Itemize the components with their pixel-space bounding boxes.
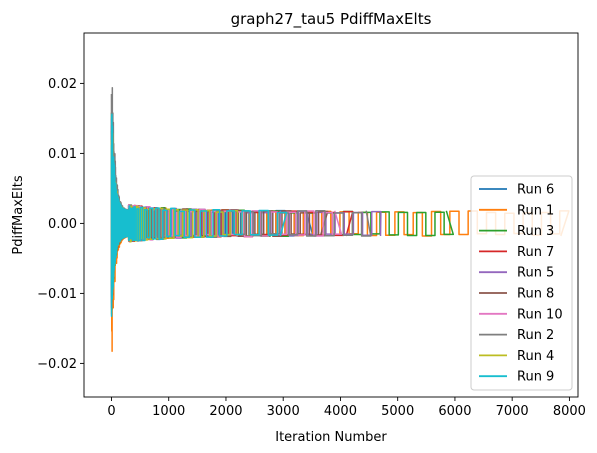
legend-label: Run 5 — [517, 266, 554, 281]
legend-label: Run 9 — [517, 370, 554, 385]
x-axis: 0 1000 2000 3000 4000 5000 6000 7000 8000 — [107, 397, 586, 419]
y-tick-label: 0.01 — [48, 147, 77, 162]
y-axis: −0.02 −0.01 0.00 0.01 0.02 — [37, 77, 84, 372]
legend: Run 6 Run 1 Run 3 Run 7 Run 5 Run 8 Run 10 Run … — [470, 175, 573, 391]
legend-label: Run 1 — [517, 203, 554, 218]
legend-label: Run 7 — [517, 245, 554, 260]
x-tick-label: 4000 — [324, 404, 357, 419]
plot-frame — [83, 32, 579, 398]
legend-label: Run 2 — [517, 328, 554, 343]
x-tick-label: 8000 — [553, 404, 586, 419]
y-tick-label: 0.02 — [48, 77, 77, 92]
y-tick-label: 0.00 — [48, 217, 77, 232]
x-tick-label: 6000 — [438, 404, 471, 419]
legend-label: Run 8 — [517, 287, 554, 302]
y-tick-label: −0.02 — [37, 357, 77, 372]
legend-label: Run 6 — [517, 183, 554, 198]
x-tick-label: 1000 — [152, 404, 185, 419]
x-tick-label: 0 — [107, 404, 115, 419]
x-axis-title: Iteration Number — [275, 430, 387, 445]
y-axis-title: PdiffMaxElts — [11, 175, 26, 254]
series-line-run-9 — [110, 113, 288, 317]
legend-label: Run 4 — [517, 349, 554, 364]
y-tick-label: −0.01 — [37, 287, 77, 302]
legend-label: Run 10 — [517, 307, 563, 322]
x-tick-label: 5000 — [381, 404, 414, 419]
chart-title: graph27_tau5 PdiffMaxElts — [231, 10, 432, 29]
series-layer — [110, 87, 570, 353]
legend-box — [470, 175, 573, 391]
x-tick-label: 7000 — [496, 404, 529, 419]
legend-label: Run 3 — [517, 224, 554, 239]
x-tick-label: 3000 — [267, 404, 300, 419]
x-tick-label: 2000 — [209, 404, 242, 419]
